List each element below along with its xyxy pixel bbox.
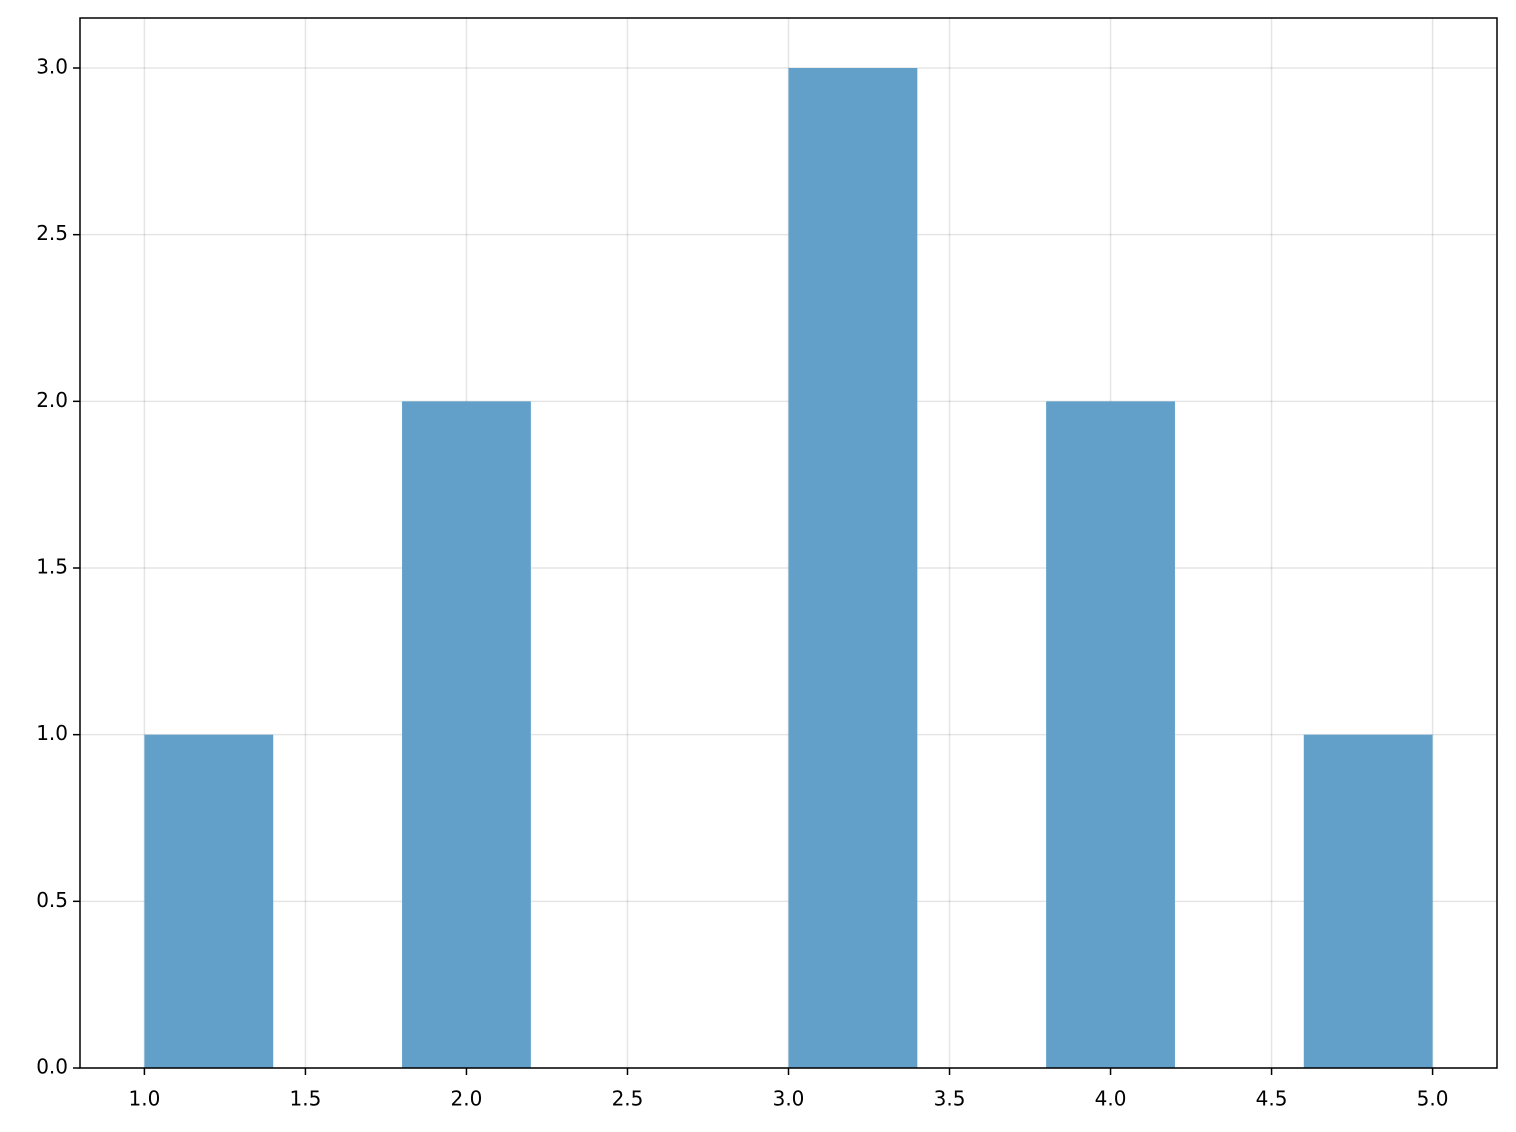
x-tick-label: 3.5: [934, 1087, 966, 1111]
y-tick-label: 1.5: [36, 555, 68, 579]
x-tick-label: 1.5: [290, 1087, 322, 1111]
y-tick-label: 2.0: [36, 388, 68, 412]
bar: [788, 68, 918, 1068]
bar: [402, 401, 531, 1068]
x-tick-label: 4.5: [1256, 1087, 1288, 1111]
y-tick-label: 0.5: [36, 888, 68, 912]
plot-frame: [79, 17, 1498, 1069]
y-tick-label: 2.5: [36, 221, 68, 245]
x-tick-label: 4.0: [1095, 1087, 1127, 1111]
x-tick-label: 1.0: [129, 1087, 161, 1111]
x-tick-label: 2.0: [451, 1087, 483, 1111]
x-tick-label: 5.0: [1417, 1087, 1449, 1111]
x-tick-label: 2.5: [612, 1087, 644, 1111]
y-tick-label: 0.0: [36, 1055, 68, 1079]
y-tick-label: 3.0: [36, 55, 68, 79]
bar: [1046, 401, 1175, 1068]
bar: [144, 734, 274, 1068]
y-tick-label: 1.0: [36, 721, 68, 745]
bar: [1303, 734, 1433, 1068]
x-tick-label: 3.0: [773, 1087, 805, 1111]
